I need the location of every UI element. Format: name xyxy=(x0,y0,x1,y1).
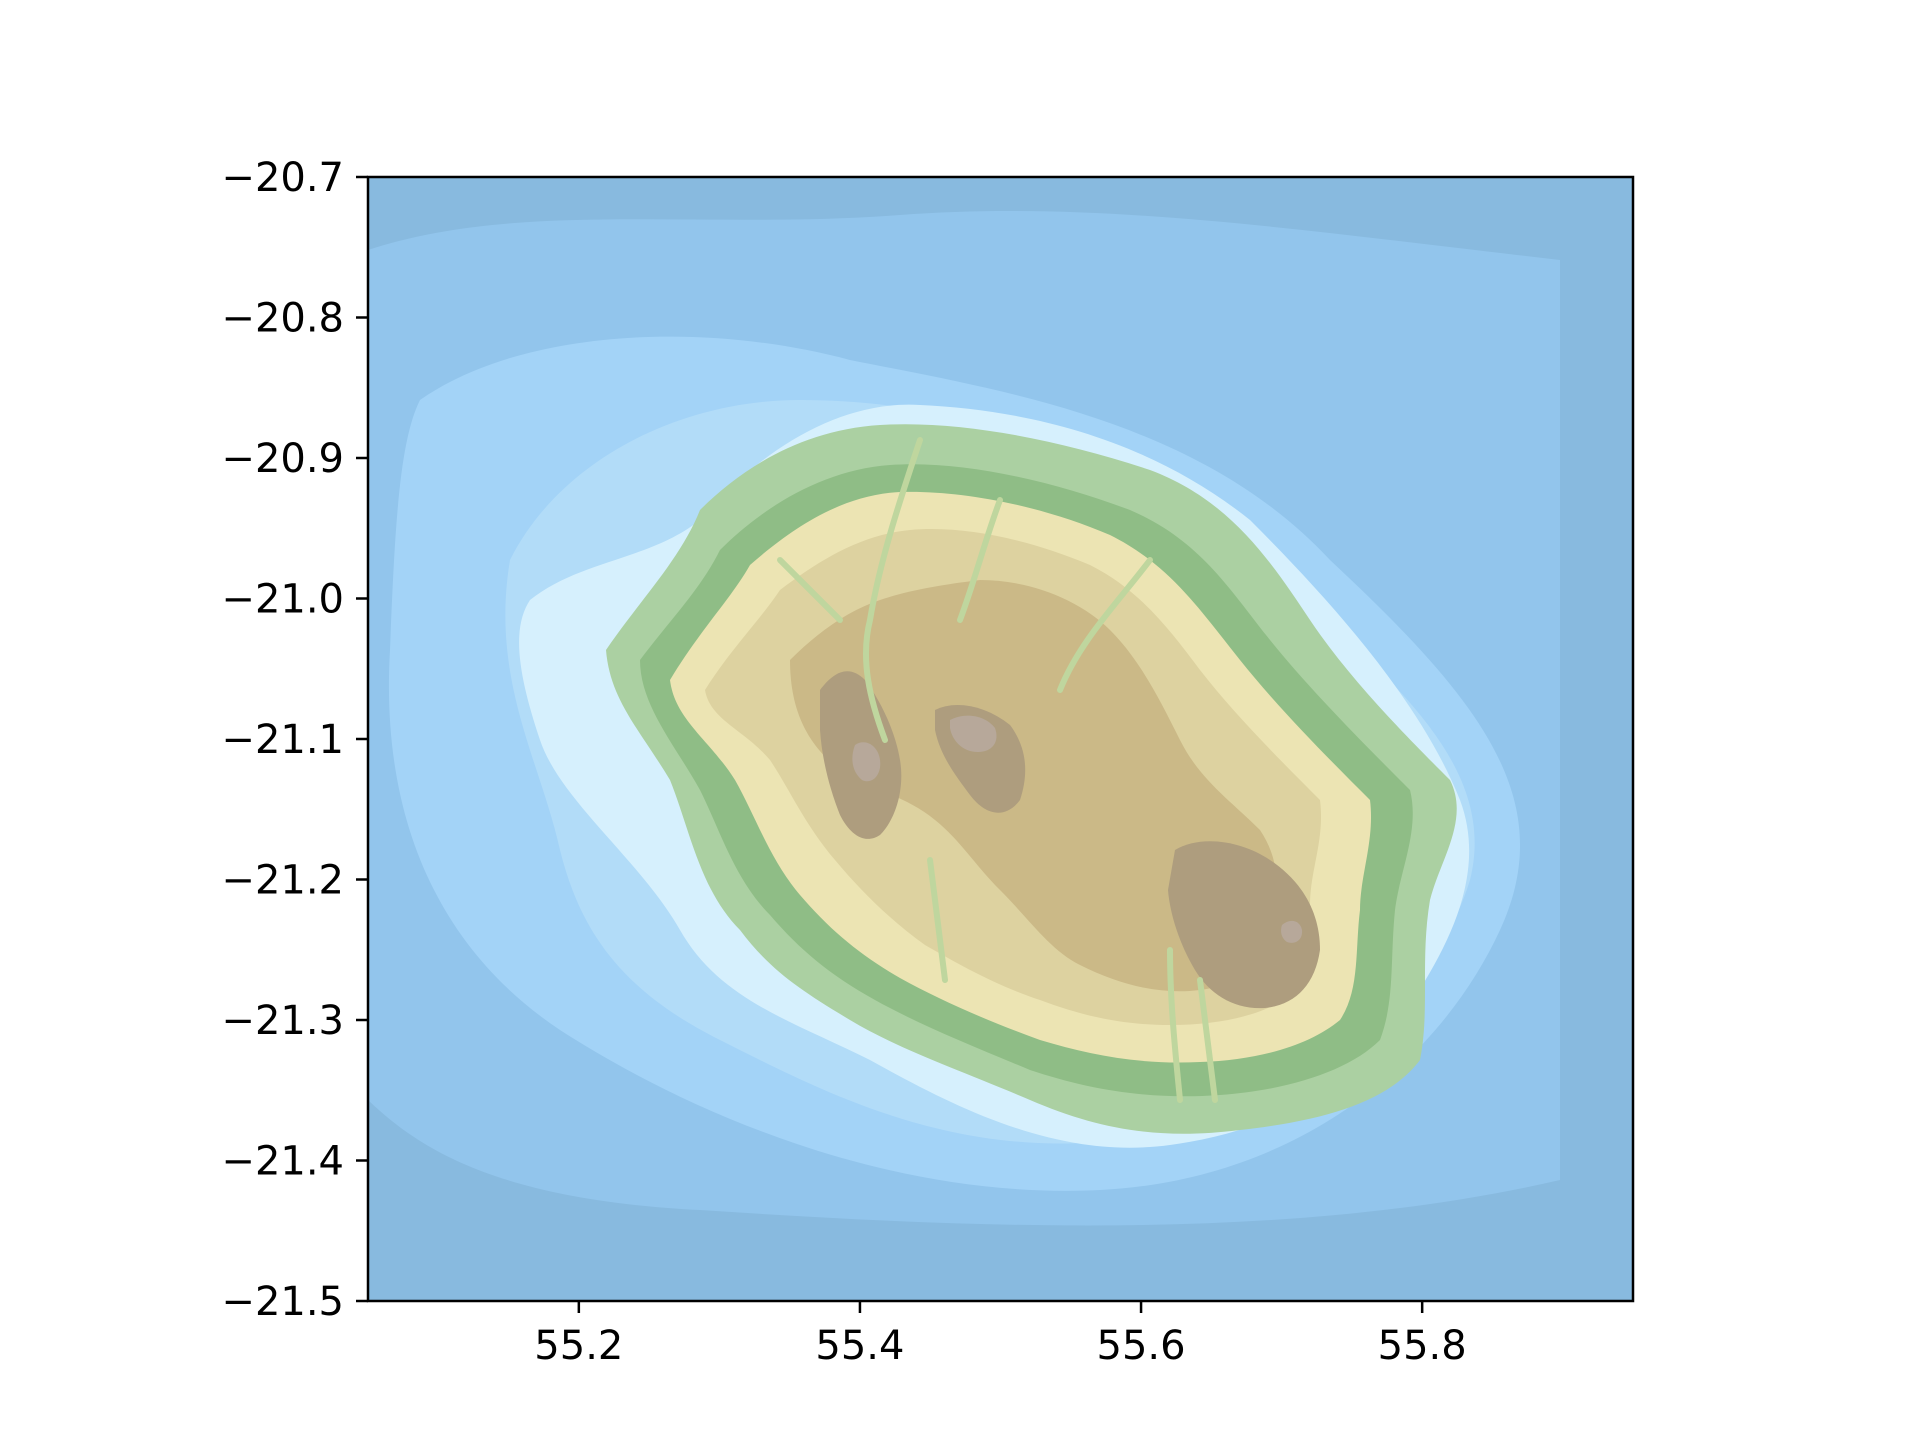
island-summit-east xyxy=(1281,920,1303,943)
ravine-4 xyxy=(927,857,948,983)
y-tick-label: −21.3 xyxy=(221,998,344,1044)
island-summit-center xyxy=(950,715,997,752)
ravine-6 xyxy=(1197,977,1218,1103)
y-tick-label: −20.7 xyxy=(221,155,344,201)
island-high-upland xyxy=(790,580,1277,992)
island-mountain-east xyxy=(1168,841,1320,1009)
x-tick-label: 55.4 xyxy=(815,1323,904,1369)
x-tick-label: 55.8 xyxy=(1378,1323,1467,1369)
y-tick-label: −21.0 xyxy=(221,577,344,623)
y-axis: −20.7 −20.8 −20.9 −21.0 −21.1 −21.2 −21.3 −21.4… xyxy=(221,155,368,1325)
ravine-7 xyxy=(777,557,843,623)
y-tick-label: −20.8 xyxy=(221,296,344,342)
y-tick-label: −21.1 xyxy=(221,717,344,763)
ravine-5 xyxy=(1167,947,1183,1103)
ravine-3 xyxy=(1057,557,1153,693)
x-axis: 55.2 55.4 55.6 55.8 xyxy=(534,1301,1467,1369)
x-tick-label: 55.2 xyxy=(534,1323,623,1369)
x-tick-label: 55.6 xyxy=(1097,1323,1186,1369)
y-tick-label: −21.2 xyxy=(221,858,344,904)
y-tick-label: −20.9 xyxy=(221,436,344,482)
plot-area xyxy=(368,177,1633,1301)
ravine-1 xyxy=(863,437,923,743)
ravine-2 xyxy=(957,497,1003,623)
island-summit-west xyxy=(852,742,881,782)
y-tick-label: −21.4 xyxy=(221,1139,344,1185)
y-tick-label: −21.5 xyxy=(221,1279,344,1325)
ravines xyxy=(777,437,1218,1103)
